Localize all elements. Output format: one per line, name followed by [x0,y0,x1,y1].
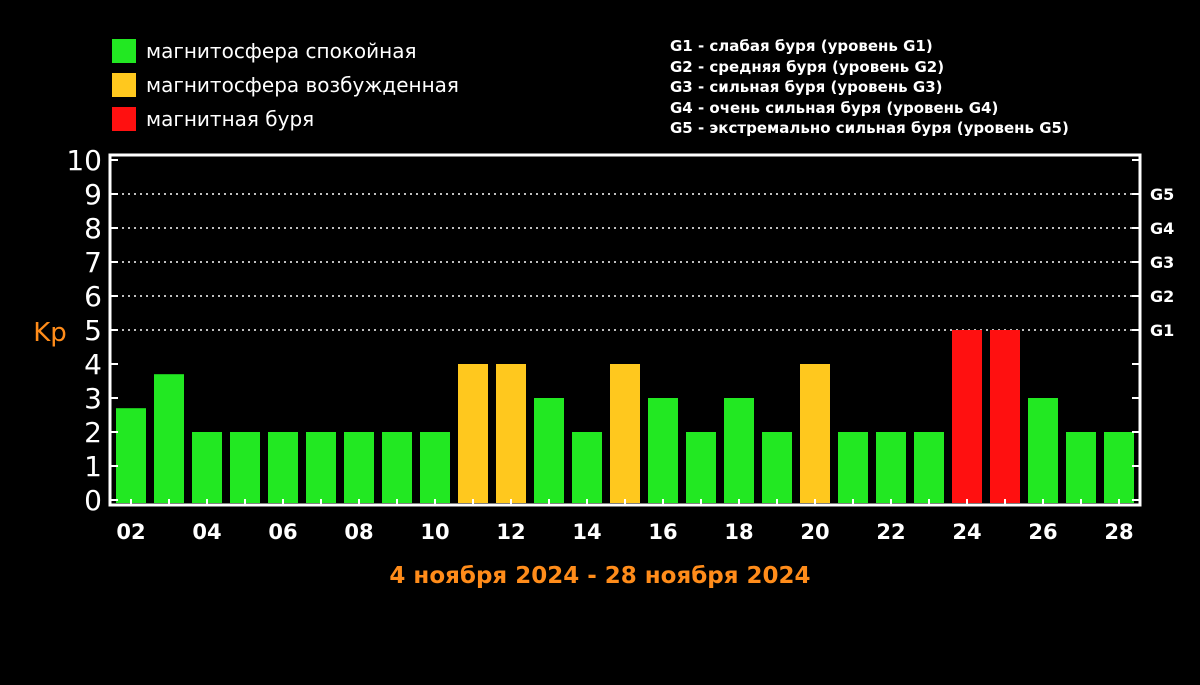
legend-swatch-active [112,73,136,97]
legend-item-quiet: магнитосфера спокойная [112,34,459,68]
bar-14 [572,432,602,503]
chart-title: 4 ноября 2024 - 28 ноября 2024 [389,563,810,589]
x-tick-label-18: 18 [724,520,753,544]
legend-label-quiet: магнитосфера спокойная [146,39,417,63]
bar-12 [496,364,526,503]
bar-04 [192,432,222,503]
x-tick-label-10: 10 [420,520,449,544]
bar-10 [420,432,450,503]
bars [116,330,1134,503]
bar-11 [458,364,488,503]
bar-03 [154,374,184,503]
x-tick-label-24: 24 [952,520,981,544]
bar-19 [762,432,792,503]
legend: магнитосфера спокойная магнитосфера возб… [112,34,459,136]
bar-08 [344,432,374,503]
bar-13 [534,398,564,503]
storm-level-g1: G1 - слабая буря (уровень G1) [670,37,933,55]
right-label-G1: G1 [1150,321,1174,340]
grid-lines [110,193,1140,331]
legend-label-storm: магнитная буря [146,107,315,131]
storm-level-g3: G3 - сильная буря (уровень G3) [670,78,943,96]
bar-15 [610,364,640,503]
x-tick-labels: 02 04 06 08 10 12 14 16 18 20 22 24 26 28 [116,520,1133,544]
x-tick-label-08: 08 [344,520,373,544]
right-label-G5: G5 [1150,185,1174,204]
storm-level-g4: G4 - очень сильная буря (уровень G4) [670,98,999,117]
x-tick-label-22: 22 [876,520,905,544]
legend-swatch-storm [112,107,136,131]
bar-26 [1028,398,1058,503]
storm-level-g2: G2 - средняя буря (уровень G2) [670,57,945,76]
x-tick-label-14: 14 [572,520,601,544]
legend-label-active: магнитосфера возбужденная [146,73,459,97]
bar-22 [876,432,906,503]
bar-18 [724,398,754,503]
y-tick-label-2: 2 [84,416,102,449]
y-tick-label-6: 6 [84,280,102,313]
y-tick-label-10: 10 [66,144,102,177]
right-label-G4: G4 [1150,219,1174,238]
x-tick-label-06: 06 [268,520,297,544]
bar-23 [914,432,944,503]
storm-level-g5: G5 - экстремально сильная буря (уровень … [670,119,1069,137]
y-tick-label-5: 5 [84,314,102,347]
bar-02 [116,408,146,503]
legend-item-active: магнитосфера возбужденная [112,68,459,102]
bar-20 [800,364,830,503]
legend-swatch-quiet [112,39,136,63]
right-label-G3: G3 [1150,253,1174,272]
bar-28 [1104,432,1134,503]
storm-level-legend: G1 - слабая буря (уровень G1) G2 - средн… [670,36,1069,139]
bar-06 [268,432,298,503]
bar-25 [990,330,1020,503]
bar-09 [382,432,412,503]
y-axis-label: Kp [33,318,67,348]
y-tick-label-9: 9 [84,178,102,211]
x-tick-label-28: 28 [1104,520,1133,544]
axes [108,153,1142,507]
bar-27 [1066,432,1096,503]
x-tick-label-26: 26 [1028,520,1057,544]
x-tick-label-16: 16 [648,520,677,544]
y-tick-label-3: 3 [84,382,102,415]
bar-24 [952,330,982,503]
y-tick-label-0: 0 [84,484,102,517]
bar-07 [306,432,336,503]
bar-17 [686,432,716,503]
legend-item-storm: магнитная буря [112,102,459,136]
y-tick-label-1: 1 [84,450,102,483]
y-tick-label-7: 7 [84,246,102,279]
x-tick-label-12: 12 [496,520,525,544]
bar-21 [838,432,868,503]
x-tick-label-20: 20 [800,520,829,544]
y-tick-label-8: 8 [84,212,102,245]
y-tick-label-4: 4 [84,348,102,381]
x-tick-label-02: 02 [116,520,145,544]
x-tick-label-04: 04 [192,520,221,544]
bar-05 [230,432,260,503]
right-axis-labels: G1 G2 G3 G4 G5 [1150,185,1174,340]
right-label-G2: G2 [1150,287,1174,306]
bar-16 [648,398,678,503]
